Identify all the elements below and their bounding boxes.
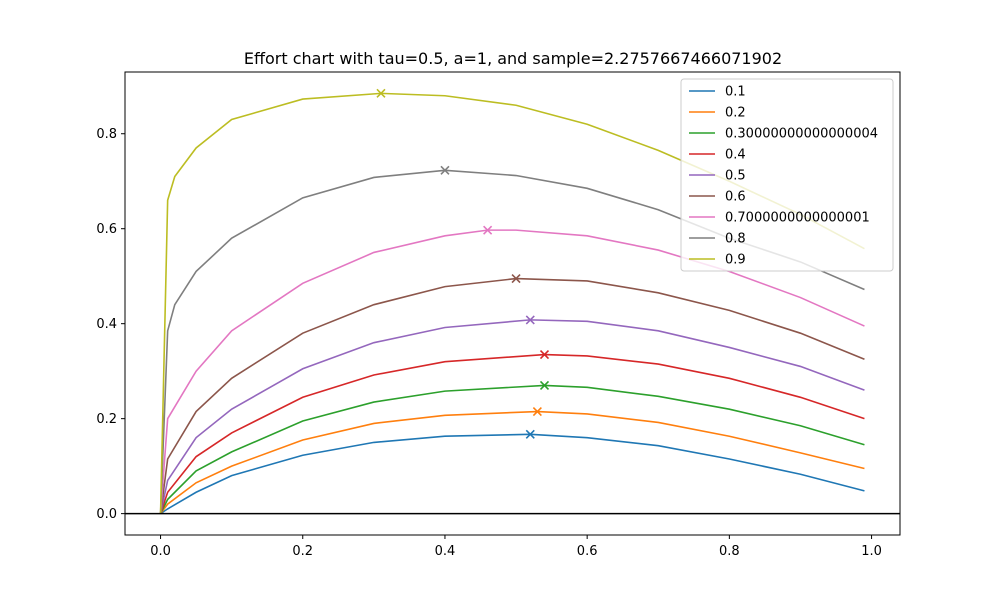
- y-tick-label: 0.4: [96, 317, 117, 332]
- max-marker-7: [440, 165, 450, 175]
- chart-title: Effort chart with tau=0.5, a=1, and samp…: [244, 49, 782, 68]
- legend-label-5: 0.6: [725, 190, 746, 205]
- y-tick-label: 0.0: [96, 507, 117, 522]
- x-tick-label: 0.8: [719, 544, 740, 559]
- max-marker-3: [539, 349, 550, 360]
- series-line-5: [159, 277, 865, 514]
- max-marker-4: [525, 315, 535, 325]
- series-line-4: [159, 319, 865, 514]
- y-tick-label: 0.6: [96, 222, 117, 237]
- x-tick-label: 0.0: [150, 544, 171, 559]
- y-tick-label: 0.8: [96, 127, 117, 142]
- x-tick-label: 0.4: [435, 544, 456, 559]
- legend-label-4: 0.5: [725, 169, 746, 184]
- legend-label-3: 0.4: [725, 148, 746, 163]
- plot-frame: [124, 71, 901, 536]
- max-marker-0: [525, 429, 535, 439]
- series-line-0: [160, 433, 865, 515]
- max-marker-1: [532, 406, 542, 417]
- legend-label-7: 0.8: [725, 232, 746, 247]
- series-line-6: [159, 229, 865, 514]
- series-line-2: [159, 384, 865, 514]
- series-line-1: [159, 410, 865, 515]
- max-marker-5: [511, 274, 521, 284]
- x-tick-label: 0.6: [577, 544, 598, 559]
- max-marker-8: [376, 88, 386, 98]
- max-marker-6: [483, 225, 493, 235]
- x-tick-label: 1.0: [861, 544, 882, 559]
- legend-label-2: 0.30000000000000004: [725, 127, 878, 142]
- legend-label-1: 0.2: [725, 106, 746, 121]
- legend-box: [680, 78, 894, 272]
- legend-label-8: 0.9: [725, 253, 746, 268]
- x-tick-label: 0.2: [292, 544, 313, 559]
- legend-label-0: 0.1: [725, 85, 746, 100]
- series-line-3: [159, 353, 865, 514]
- max-marker-2: [539, 380, 550, 390]
- y-tick-label: 0.2: [96, 412, 117, 427]
- legend-label-6: 0.7000000000000001: [725, 211, 870, 226]
